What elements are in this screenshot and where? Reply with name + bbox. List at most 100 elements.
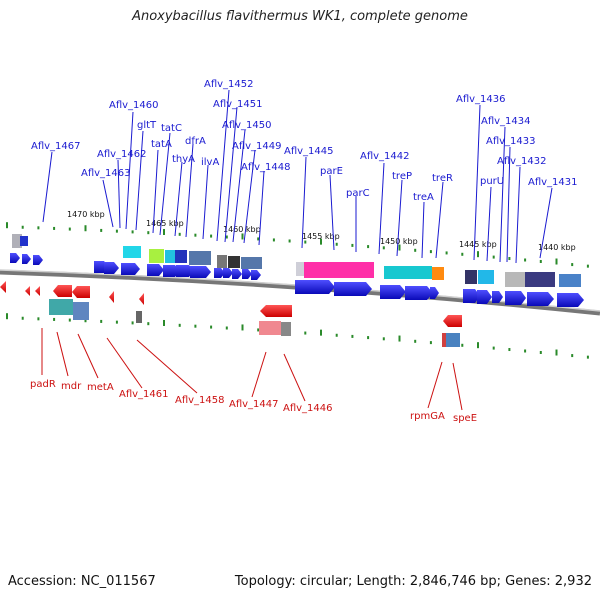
gene-label: tatA [151, 139, 172, 150]
scale-tick [429, 250, 432, 254]
scale-tick [351, 243, 354, 247]
gene-arrow [557, 293, 584, 307]
gene-arrow [10, 253, 20, 263]
gene-label: Aflv_1432 [497, 156, 547, 167]
scale-tick [100, 228, 103, 232]
scale-tick [492, 346, 495, 350]
scale-tick [367, 336, 370, 340]
scale-tick [445, 251, 448, 255]
scale-tick [398, 335, 401, 342]
gene-arrow [214, 268, 225, 278]
scale-tick [37, 226, 40, 230]
gene-label: Aflv_1463 [81, 168, 131, 179]
scale-tick [257, 328, 260, 332]
gene-label: Aflv_1452 [204, 79, 254, 90]
kbp-label: 1455 kbp [302, 232, 340, 241]
gene-label: tatC [161, 123, 182, 134]
gene-arrow [25, 286, 30, 296]
gene-arrow [380, 285, 406, 299]
gene-label: parE [320, 166, 343, 177]
scale-tick [555, 258, 558, 265]
gene-label: ilvA [201, 157, 219, 168]
gene-label: speE [453, 413, 477, 424]
scale-tick [304, 331, 307, 335]
scale-tick [131, 321, 134, 325]
bottom-leader-lines [41, 328, 463, 411]
gene-arrow [295, 280, 335, 294]
scale-tick [539, 259, 542, 263]
scale-tick [429, 341, 432, 345]
scale-tick [477, 342, 479, 349]
gene-arrow [33, 255, 43, 265]
scale-tick [524, 258, 527, 262]
scale-tick [477, 251, 479, 258]
gene-arrow [477, 290, 492, 304]
gene-label: treA [413, 192, 434, 203]
kbp-label: 1460 kbp [223, 225, 261, 234]
scale-tick [68, 227, 71, 231]
scale-tick [115, 320, 118, 324]
gene-arrow [190, 266, 211, 278]
gene-arrow [232, 269, 242, 279]
scale-tick [586, 264, 589, 268]
scale-tick [178, 323, 181, 327]
gene-label: Aflv_1458 [175, 395, 225, 406]
genome-summary: Topology: circular; Length: 2,846,746 bp… [234, 574, 592, 589]
scale-tick [21, 225, 24, 229]
scale-tick [367, 245, 370, 249]
scale-tick [225, 326, 228, 330]
gene-arrow [527, 292, 554, 306]
gene-arrow [405, 286, 433, 300]
gene-arrow [147, 264, 164, 276]
gene-arrow [492, 291, 503, 303]
scale-tick [257, 237, 260, 241]
scale-tick [571, 354, 574, 358]
gene-label: rpmGA [410, 411, 445, 422]
scale-tick [163, 228, 165, 235]
gene-arrow [0, 281, 6, 293]
gene-label: Aflv_1445 [284, 146, 334, 157]
scale-tick [21, 316, 24, 320]
gene-label: Aflv_1442 [360, 151, 410, 162]
scale-tick [194, 324, 197, 328]
scale-tick [320, 238, 322, 245]
gene-arrow [22, 254, 31, 264]
scale-tick [6, 313, 8, 320]
gene-label: mdr [61, 381, 82, 392]
gene-label: Aflv_1449 [232, 141, 282, 152]
kbp-label: 1465 kbp [146, 219, 184, 228]
reverse-strand-genes [0, 281, 462, 327]
gene-arrow [251, 270, 261, 280]
kbp-label: 1450 kbp [380, 237, 418, 246]
scale-tick [194, 233, 197, 237]
gene-label: Aflv_1448 [241, 162, 291, 173]
tick-row-bottom [6, 313, 589, 359]
scale-tick [147, 231, 150, 235]
gene-arrow [463, 289, 480, 303]
gene-label: dfrA [185, 136, 206, 147]
scale-tick [241, 324, 244, 331]
bottom-gene-labels: padR mdr metA Aflv_1461 Aflv_1458 Aflv_1… [30, 379, 477, 424]
scale-tick [53, 226, 56, 230]
forward-domain-boxes [12, 234, 581, 287]
forward-strand-genes [10, 253, 584, 307]
gene-label: Aflv_1451 [213, 99, 263, 110]
scale-tick [272, 238, 275, 242]
scale-tick [492, 255, 495, 259]
scale-tick [351, 334, 354, 338]
scale-tick [461, 252, 464, 256]
scale-tick [414, 248, 417, 252]
gene-arrow [443, 315, 462, 327]
gene-label: parC [346, 188, 370, 199]
scale-tick [53, 317, 56, 321]
gene-label: thyA [172, 154, 195, 165]
gene-label: padR [30, 379, 56, 390]
gene-arrow [242, 269, 252, 279]
scale-tick [571, 263, 574, 267]
scale-tick [320, 329, 322, 336]
gene-label: Aflv_1436 [456, 94, 506, 105]
top-leader-lines [42, 89, 553, 264]
top-gene-labels: Aflv_1467 Aflv_1463 Aflv_1462 Aflv_1460 … [31, 79, 578, 203]
gene-arrow [176, 265, 194, 277]
gene-arrow [104, 262, 119, 274]
